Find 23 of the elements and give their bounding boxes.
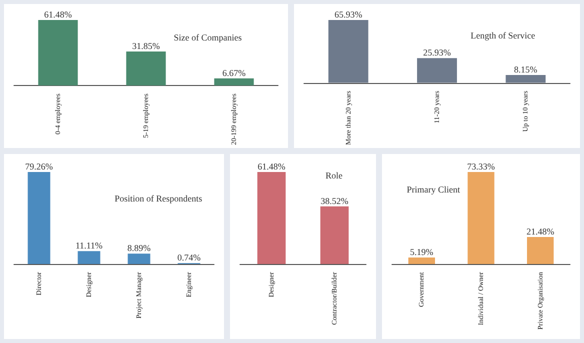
- data-label: 65.93%: [334, 10, 363, 20]
- bar: [28, 172, 50, 264]
- data-label: 38.52%: [320, 196, 349, 206]
- bar: [78, 251, 100, 264]
- text: Position of Respondents: [114, 194, 203, 204]
- data-label: 21.48%: [526, 226, 555, 237]
- data-label: 11.11%: [75, 240, 104, 251]
- text: Length of Service: [470, 30, 536, 40]
- data-label: 8.89%: [127, 243, 152, 254]
- data-label: 6.67%: [222, 68, 246, 78]
- chart-title: Role: [326, 170, 343, 180]
- data-label: 0.74%: [177, 252, 202, 263]
- data-label: 73.33%: [467, 162, 496, 172]
- data-label: 79.26%: [25, 162, 54, 172]
- data-label: 8.15%: [514, 64, 538, 75]
- data-label: 25.93%: [423, 48, 452, 58]
- data-label: 61.48%: [44, 10, 72, 20]
- bar: [128, 254, 150, 264]
- data-label: 5.19%: [410, 246, 434, 257]
- data-label: 61.48%: [258, 162, 286, 172]
- data-label: 31.85%: [132, 41, 160, 52]
- text: Size of Companies: [174, 32, 242, 42]
- text: Primary Client: [406, 184, 461, 194]
